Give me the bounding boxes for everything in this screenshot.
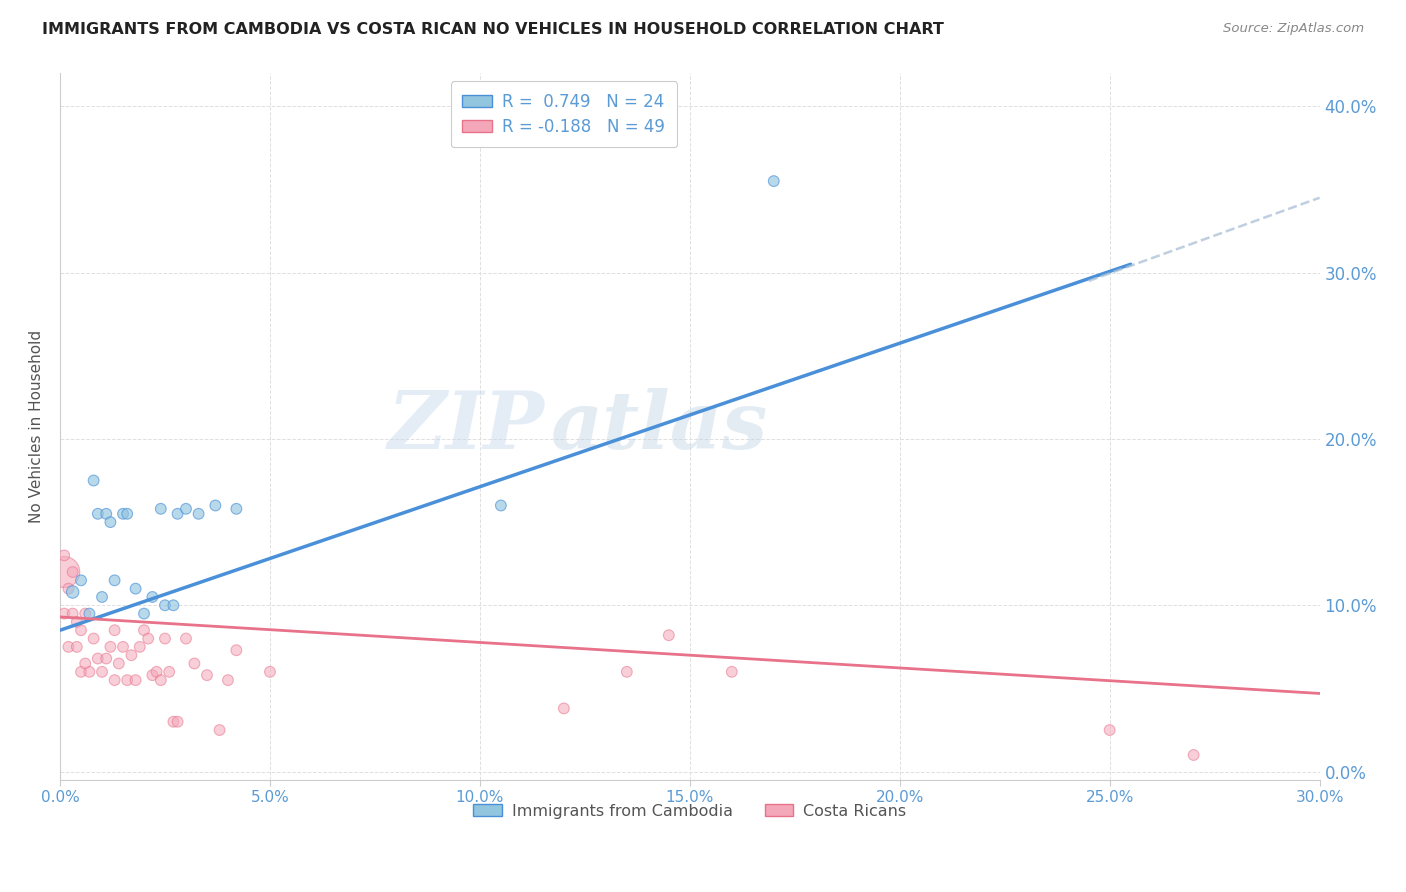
Point bbox=[658, 628, 681, 642]
Point bbox=[1098, 723, 1121, 737]
Point bbox=[87, 651, 110, 665]
Point bbox=[58, 582, 80, 596]
Point bbox=[489, 499, 512, 513]
Point bbox=[62, 565, 84, 579]
Point bbox=[162, 714, 184, 729]
Point bbox=[96, 507, 118, 521]
Point bbox=[115, 507, 138, 521]
Point bbox=[141, 590, 163, 604]
Legend: Immigrants from Cambodia, Costa Ricans: Immigrants from Cambodia, Costa Ricans bbox=[467, 797, 912, 825]
Point bbox=[53, 549, 76, 563]
Point bbox=[104, 673, 127, 687]
Point bbox=[75, 607, 97, 621]
Point bbox=[108, 657, 131, 671]
Point bbox=[208, 723, 231, 737]
Point bbox=[128, 640, 150, 654]
Point bbox=[136, 632, 159, 646]
Point bbox=[141, 668, 163, 682]
Point bbox=[553, 701, 575, 715]
Point bbox=[195, 668, 218, 682]
Point bbox=[115, 673, 138, 687]
Point bbox=[153, 632, 176, 646]
Point bbox=[100, 515, 122, 529]
Point bbox=[83, 474, 105, 488]
Point bbox=[204, 499, 226, 513]
Point bbox=[149, 501, 172, 516]
Point bbox=[100, 640, 122, 654]
Text: atlas: atlas bbox=[551, 388, 769, 466]
Point bbox=[124, 582, 146, 596]
Point bbox=[225, 643, 247, 657]
Point bbox=[87, 507, 110, 521]
Point bbox=[66, 640, 89, 654]
Point bbox=[111, 640, 134, 654]
Point bbox=[145, 665, 167, 679]
Point bbox=[62, 585, 84, 599]
Point bbox=[91, 665, 114, 679]
Point bbox=[1182, 747, 1205, 762]
Point bbox=[174, 632, 197, 646]
Point bbox=[174, 501, 197, 516]
Point bbox=[149, 673, 172, 687]
Point bbox=[83, 632, 105, 646]
Point bbox=[79, 665, 101, 679]
Point bbox=[79, 607, 101, 621]
Point bbox=[66, 615, 89, 629]
Point bbox=[259, 665, 281, 679]
Point bbox=[120, 648, 142, 663]
Point bbox=[91, 590, 114, 604]
Point bbox=[762, 174, 785, 188]
Point bbox=[132, 624, 155, 638]
Y-axis label: No Vehicles in Household: No Vehicles in Household bbox=[30, 330, 44, 523]
Point bbox=[58, 640, 80, 654]
Point bbox=[157, 665, 180, 679]
Point bbox=[153, 599, 176, 613]
Point bbox=[53, 565, 76, 579]
Point bbox=[124, 673, 146, 687]
Point bbox=[187, 507, 209, 521]
Point bbox=[104, 624, 127, 638]
Point bbox=[104, 574, 127, 588]
Point bbox=[62, 607, 84, 621]
Text: ZIP: ZIP bbox=[388, 388, 546, 466]
Point bbox=[70, 665, 93, 679]
Text: IMMIGRANTS FROM CAMBODIA VS COSTA RICAN NO VEHICLES IN HOUSEHOLD CORRELATION CHA: IMMIGRANTS FROM CAMBODIA VS COSTA RICAN … bbox=[42, 22, 943, 37]
Point bbox=[166, 714, 188, 729]
Point bbox=[217, 673, 239, 687]
Point bbox=[720, 665, 742, 679]
Point bbox=[166, 507, 188, 521]
Point bbox=[616, 665, 638, 679]
Point bbox=[111, 507, 134, 521]
Text: Source: ZipAtlas.com: Source: ZipAtlas.com bbox=[1223, 22, 1364, 36]
Point bbox=[70, 624, 93, 638]
Point bbox=[225, 501, 247, 516]
Point bbox=[162, 599, 184, 613]
Point bbox=[132, 607, 155, 621]
Point bbox=[96, 651, 118, 665]
Point bbox=[75, 657, 97, 671]
Point bbox=[70, 574, 93, 588]
Point bbox=[183, 657, 205, 671]
Point bbox=[53, 607, 76, 621]
